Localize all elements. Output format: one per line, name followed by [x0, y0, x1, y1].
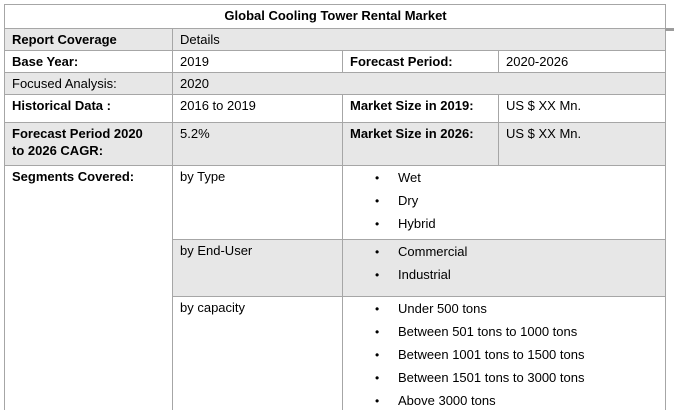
- cagr-label: Forecast Period 2020 to 2026 CAGR:: [4, 122, 173, 166]
- report-coverage-row: Report Coverage Details: [4, 28, 667, 51]
- list-item-label: Hybrid: [398, 216, 436, 231]
- segment-group-enduser-label: by End-User: [172, 239, 343, 297]
- list-item: • Wet: [350, 168, 659, 188]
- list-item: • Between 1501 tons to 3000 tons: [350, 368, 659, 388]
- historical-data-value: 2016 to 2019: [172, 94, 343, 123]
- list-item-label: Under 500 tons: [398, 301, 487, 316]
- segment-group-capacity-label: by capacity: [172, 296, 343, 410]
- list-item: • Between 1001 tons to 1500 tons: [350, 345, 659, 365]
- list-item-label: Between 1001 tons to 1500 tons: [398, 347, 585, 362]
- list-item-label: Commercial: [398, 244, 468, 259]
- title-rule-extension: [665, 28, 674, 31]
- segment-type-list: • Wet • Dry • Hybrid: [341, 165, 667, 240]
- list-item-label: Dry: [398, 193, 419, 208]
- list-item: • Dry: [350, 191, 659, 211]
- bullet-icon: •: [375, 371, 380, 385]
- bullet-icon: •: [375, 194, 380, 208]
- base-year-value: 2019: [172, 50, 343, 73]
- focused-analysis-value: 2020: [171, 72, 667, 95]
- segments-covered-label: Segments Covered:: [4, 165, 173, 410]
- list-item: • Commercial: [350, 242, 659, 262]
- table-title: Global Cooling Tower Rental Market: [3, 4, 667, 29]
- list-item: • Between 501 tons to 1000 tons: [350, 322, 659, 342]
- segments-type-row: Segments Covered: by Type • Wet • Dry • Hyb…: [4, 165, 667, 410]
- segments-enduser-row: by End-User • Commercial • Industrial: [5, 239, 667, 297]
- segment-capacity-list: • Under 500 tons • Between 501 tons to 100…: [341, 296, 667, 410]
- cagr-value: 5.2%: [172, 122, 343, 166]
- report-coverage-value: Details: [171, 28, 667, 51]
- historical-data-label: Historical Data :: [4, 94, 173, 123]
- list-item: • Under 500 tons: [350, 299, 659, 319]
- list-item-label: Between 501 tons to 1000 tons: [398, 324, 578, 339]
- title-row: Global Cooling Tower Rental Market: [3, 4, 667, 29]
- market-size-2026-label: Market Size in 2026:: [342, 122, 499, 166]
- bullet-icon: •: [375, 348, 380, 362]
- bullet-icon: •: [375, 325, 380, 339]
- bullet-icon: •: [375, 394, 380, 408]
- report-coverage-label: Report Coverage: [4, 28, 173, 51]
- market-size-2026-value: US $ XX Mn.: [497, 122, 667, 166]
- forecast-period-label: Forecast Period:: [342, 50, 499, 73]
- market-size-2019-value: US $ XX Mn.: [497, 94, 667, 123]
- bullet-icon: •: [375, 302, 380, 316]
- report-scope-table: Global Cooling Tower Rental Market Repor…: [3, 4, 674, 410]
- bullet-icon: •: [375, 268, 380, 282]
- bullet-icon: •: [375, 217, 380, 231]
- historical-data-row: Historical Data : 2016 to 2019 Market Si…: [4, 94, 667, 123]
- list-item: • Industrial: [350, 265, 659, 285]
- cagr-label-text: Forecast Period 2020 to 2026 CAGR:: [12, 126, 143, 158]
- list-item-label: Industrial: [398, 267, 451, 282]
- market-report-table: Global Cooling Tower Rental Market Repor…: [3, 4, 667, 410]
- forecast-period-value: 2020-2026: [497, 50, 667, 73]
- focused-analysis-row: Focused Analysis: 2020: [4, 72, 667, 95]
- list-item: • Above 3000 tons: [350, 391, 659, 410]
- bullet-icon: •: [375, 171, 380, 185]
- segments-capacity-row: by capacity • Under 500 tons • Between 501…: [5, 296, 667, 410]
- cagr-row: Forecast Period 2020 to 2026 CAGR: 5.2% …: [4, 122, 667, 166]
- segment-enduser-list: • Commercial • Industrial: [341, 239, 667, 297]
- focused-analysis-label: Focused Analysis:: [4, 72, 173, 95]
- market-size-2019-label: Market Size in 2019:: [342, 94, 499, 123]
- base-year-label: Base Year:: [4, 50, 173, 73]
- list-item-label: Above 3000 tons: [398, 393, 496, 408]
- bullet-icon: •: [375, 245, 380, 259]
- segment-group-type-label: by Type: [172, 165, 343, 240]
- list-item: • Hybrid: [350, 214, 659, 234]
- base-year-row: Base Year: 2019 Forecast Period: 2020-20…: [4, 50, 667, 73]
- list-item-label: Between 1501 tons to 3000 tons: [398, 370, 585, 385]
- list-item-label: Wet: [398, 170, 421, 185]
